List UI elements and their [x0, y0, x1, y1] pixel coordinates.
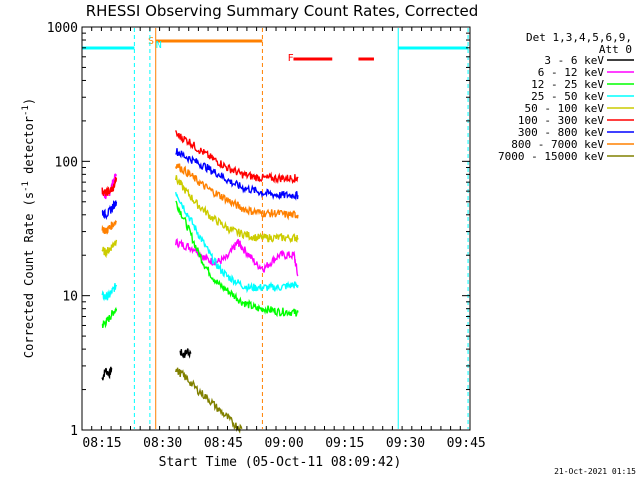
- legend-entry-label: 100 - 300 keV: [518, 114, 604, 127]
- legend-entry-label: 7000 - 15000 keV: [498, 150, 604, 163]
- series-line-25-50-kev: [101, 283, 118, 302]
- axes-layer: 1 10 100 1000 08:15 08:30 08:45 09:00 09:15 09:30…: [47, 21, 486, 451]
- x-tick-label: 09:15: [325, 436, 364, 451]
- series-line-800-7000-kev: [175, 163, 299, 221]
- legend-entry-label: 3 - 6 keV: [544, 54, 604, 67]
- x-tick-label: 09:45: [447, 436, 486, 451]
- y-tick-label: 100: [55, 155, 78, 170]
- legend-header-line-2: Att 0: [599, 43, 632, 56]
- series-line-800-7000-kev: [101, 219, 117, 235]
- y-tick-label: 1: [70, 424, 78, 439]
- y-label-exp-2: -1: [21, 105, 31, 116]
- series-line-25-50-kev: [175, 191, 299, 294]
- legend-entry-label: 800 - 7000 keV: [511, 138, 604, 151]
- x-tick-label: 09:00: [265, 436, 304, 451]
- y-label-part-e: ): [22, 98, 36, 105]
- flare-flag-label: F: [288, 53, 294, 64]
- y-label-part-c: detector: [22, 116, 36, 181]
- y-label-exp-1: -1: [21, 181, 31, 192]
- series-line-3-6-kev: [101, 366, 113, 381]
- legend-entry-label: 25 - 50 keV: [531, 90, 604, 103]
- series-line-7000-15000-kev: [175, 367, 243, 434]
- footer-date: 21-Oct-2021 01:15: [554, 467, 636, 476]
- series-line-50-100-kev: [101, 239, 118, 259]
- legend-entry-label: 12 - 25 keV: [531, 78, 604, 91]
- series-line-6-12-kev: [175, 237, 299, 277]
- legend-entry-label: 300 - 800 keV: [518, 126, 604, 139]
- x-axis-label: Start Time (05-Oct-11 08:09:42): [159, 455, 402, 470]
- x-tick-label: 08:30: [143, 436, 182, 451]
- legend-header-line-1: Det 1,3,4,5,6,9,: [526, 31, 632, 44]
- legend-entry-label: 6 - 12 keV: [538, 66, 605, 79]
- y-tick-label: 10: [62, 290, 78, 305]
- y-label-part-a: Corrected Count Rate (s: [22, 192, 36, 358]
- saa-flag-label: S: [148, 36, 154, 47]
- y-axis-label: Corrected Count Rate (s-1 detector-1): [21, 98, 36, 358]
- series-line-300-800-kev: [101, 199, 118, 220]
- series-line-12-25-kev: [175, 200, 299, 318]
- x-tick-label: 08:45: [204, 436, 243, 451]
- plot-layer: S N F: [82, 28, 469, 434]
- series-line-12-25-kev: [101, 306, 118, 329]
- legend-entry-label: 50 - 100 keV: [525, 102, 605, 115]
- night-flag-label: N: [156, 40, 162, 51]
- y-tick-label: 1000: [47, 21, 78, 36]
- x-tick-label: 09:30: [386, 436, 425, 451]
- series-line-50-100-kev: [175, 175, 299, 244]
- series-line-3-6-kev: [179, 348, 192, 359]
- x-tick-label: 08:15: [82, 436, 121, 451]
- chart-title: RHESSI Observing Summary Count Rates, Co…: [86, 2, 479, 20]
- series-line-300-800-kev: [175, 148, 299, 201]
- series-line-100-300-kev: [175, 130, 299, 185]
- series-line-100-300-kev: [101, 177, 118, 197]
